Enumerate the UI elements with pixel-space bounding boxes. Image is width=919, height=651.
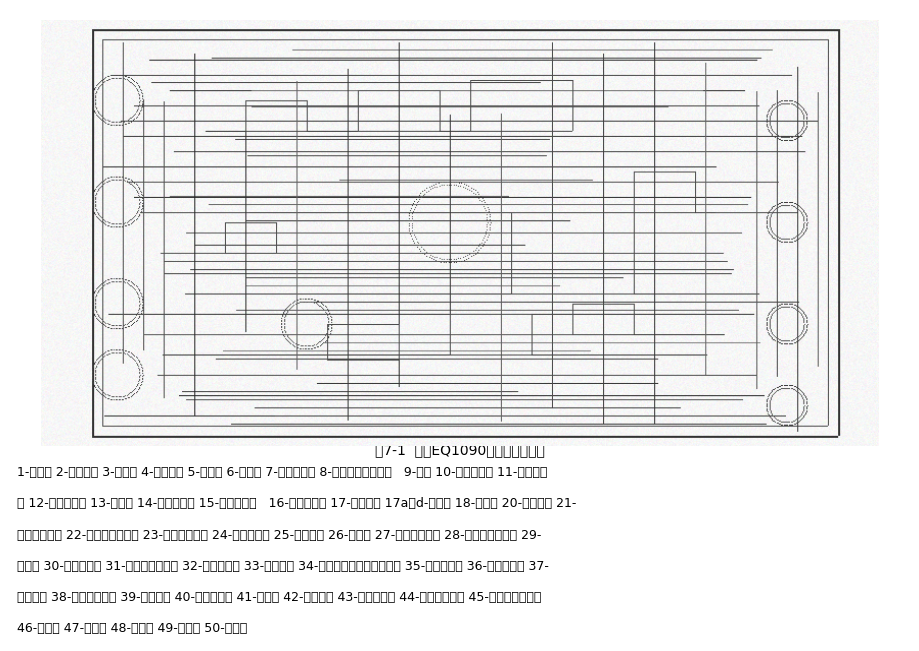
Text: 点火开关 38-燃油表传感器 39-组合尾灯 40-四线接线板 41-后照灯 42-挂车插座 43-二线接线板 44-低气压蜂鸣器 45-低气压报警开关: 点火开关 38-燃油表传感器 39-组合尾灯 40-四线接线板 41-后照灯 4… <box>17 591 540 604</box>
Text: 蓄电池 30-电源总开关 31-起动复合继电器 32-制动灯开关 33-喇叭按钮 34-后照灯和暖风电动机开关 35-驾驶室顶灯 36-转向灯开关 37-: 蓄电池 30-电源总开关 31-起动复合继电器 32-制动灯开关 33-喇叭按钮… <box>17 560 548 573</box>
Text: 图7-1  东风EQ1090型汽车的线路图: 图7-1 东风EQ1090型汽车的线路图 <box>375 443 544 458</box>
Text: 器 12-暖风电动机 13-接线管 14-五线接线板 15-水温传感器   16-灯光继电器 17-熔断丝盒 17a～d-熔断丝 18-闪光器 20-车灯开关 : 器 12-暖风电动机 13-接线管 14-五线接线板 15-水温传感器 16-灯… <box>17 497 575 510</box>
Text: 46-仪表盘 47-电流表 48-油压表 49-水温表 50-燃油表: 46-仪表盘 47-电流表 48-油压表 49-水温表 50-燃油表 <box>17 622 246 635</box>
Text: 发动机罩下灯 22-左右转向指示灯 23-低油压警告灯 24-车速里程表 25-变光开关 26-起动机 27-油压表传感器 28-低油压报警开关 29-: 发动机罩下灯 22-左右转向指示灯 23-低油压警告灯 24-车速里程表 25-… <box>17 529 540 542</box>
Text: 1-前侧灯 2-组合前灯 3-前照灯 4-点火线圈 5-分电器 6-火花塞 7-交流发电机 8-交流发电机调节器   9-喇叭 10-工作灯插座 11-喇叭继电: 1-前侧灯 2-组合前灯 3-前照灯 4-点火线圈 5-分电器 6-火花塞 7-… <box>17 466 546 479</box>
